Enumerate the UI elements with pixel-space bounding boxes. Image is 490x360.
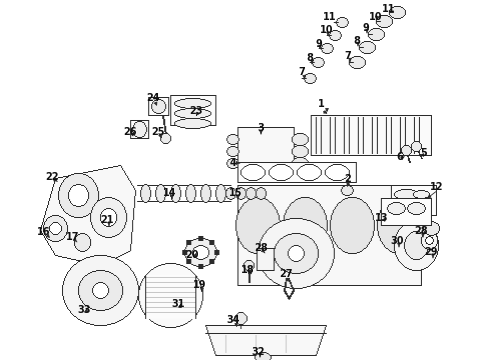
- Text: 28: 28: [254, 243, 268, 253]
- Text: 21: 21: [100, 215, 114, 225]
- Text: 3: 3: [258, 123, 265, 133]
- Text: 9: 9: [316, 39, 322, 49]
- Text: 6: 6: [396, 152, 403, 162]
- Text: 25: 25: [151, 127, 165, 137]
- Text: 18: 18: [241, 265, 255, 275]
- Text: 7: 7: [344, 51, 351, 61]
- Text: 7: 7: [298, 67, 305, 77]
- Text: 9: 9: [363, 23, 369, 33]
- Text: 34: 34: [226, 315, 240, 325]
- Text: 2: 2: [344, 174, 351, 184]
- Text: 20: 20: [185, 250, 199, 260]
- Text: 19: 19: [193, 280, 207, 290]
- Text: 29: 29: [424, 247, 438, 257]
- Text: 10: 10: [320, 25, 334, 35]
- Text: 4: 4: [230, 158, 236, 168]
- Text: 15: 15: [229, 188, 243, 198]
- Text: 1: 1: [318, 99, 324, 109]
- Text: 26: 26: [123, 127, 137, 137]
- Text: 32: 32: [251, 347, 265, 357]
- Text: 28: 28: [414, 226, 428, 236]
- Text: 23: 23: [189, 106, 203, 116]
- Text: 17: 17: [66, 232, 80, 242]
- Text: 22: 22: [45, 172, 59, 182]
- Text: 12: 12: [430, 182, 444, 192]
- Text: 24: 24: [146, 93, 160, 103]
- Text: 16: 16: [37, 227, 51, 237]
- Text: 5: 5: [420, 148, 427, 158]
- Text: 13: 13: [375, 213, 389, 223]
- Text: 11: 11: [323, 12, 337, 22]
- Text: 27: 27: [279, 269, 293, 279]
- Text: 31: 31: [171, 299, 185, 309]
- Text: 14: 14: [163, 188, 177, 198]
- Text: 33: 33: [77, 305, 91, 315]
- Text: 8: 8: [354, 36, 361, 46]
- Text: 10: 10: [369, 12, 383, 22]
- Text: 11: 11: [382, 4, 396, 14]
- Text: 8: 8: [307, 53, 314, 63]
- Text: 30: 30: [390, 236, 404, 246]
